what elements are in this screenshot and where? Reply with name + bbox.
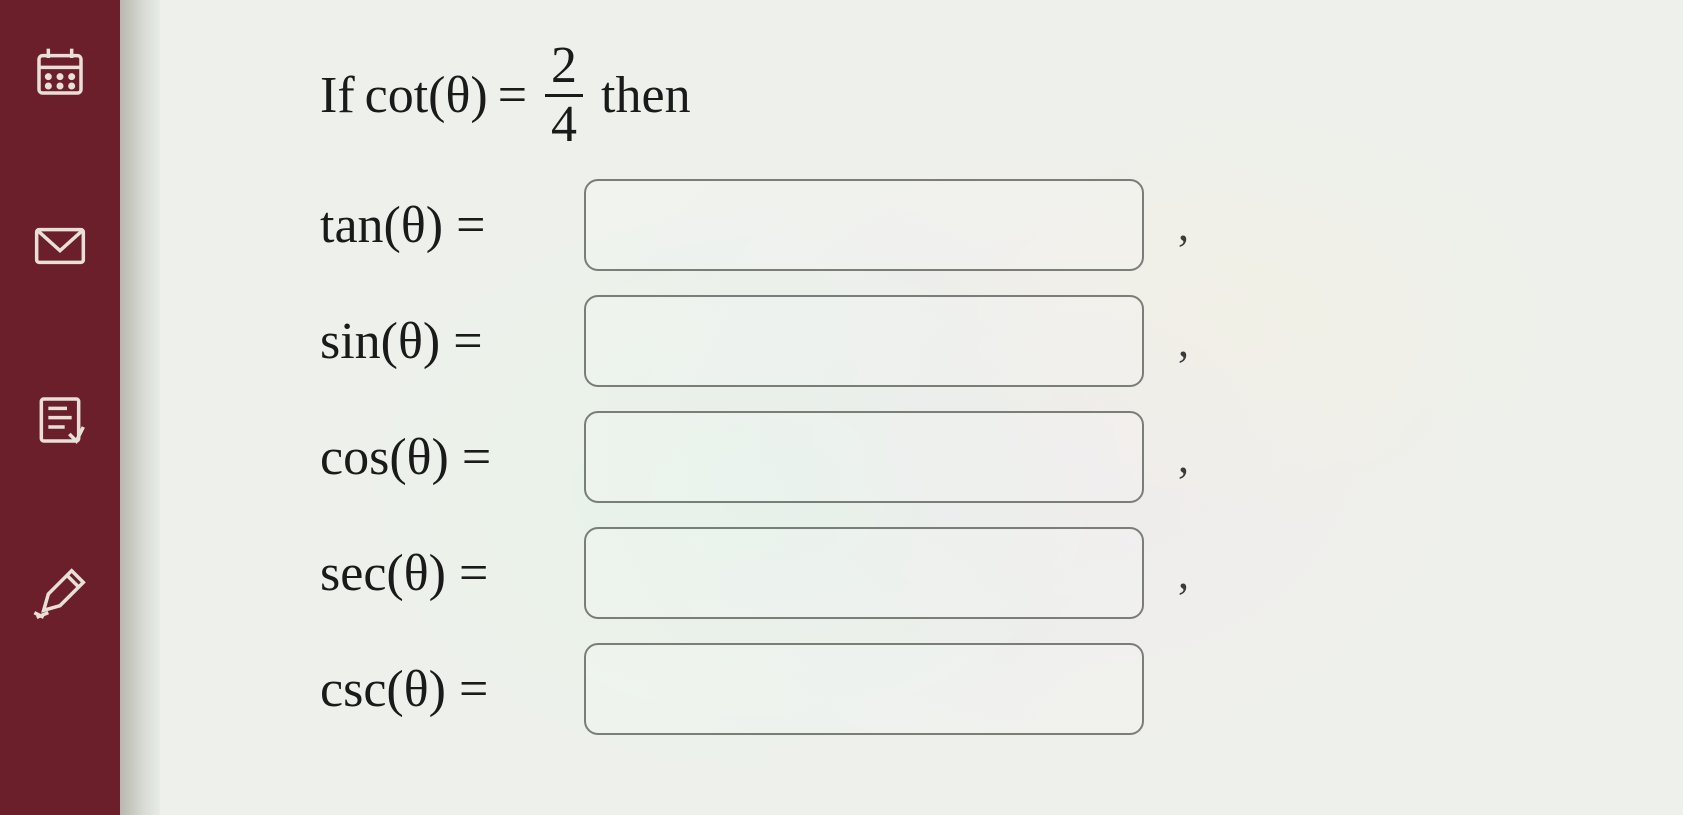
equals-sign: = [498,66,527,125]
calendar-icon[interactable] [28,40,92,104]
trailing-sin: , [1178,316,1208,367]
sidebar [0,0,120,815]
given-fraction: 2 4 [545,40,583,151]
prompt-suffix: then [601,66,691,125]
fraction-numerator: 2 [545,40,583,94]
trailing-tan: , [1178,200,1208,251]
pencil-icon[interactable] [28,562,92,626]
row-cos: cos(θ) = , [320,411,1623,503]
input-csc[interactable] [584,643,1144,735]
row-tan: tan(θ) = , [320,179,1623,271]
row-csc: csc(θ) = [320,643,1623,735]
given-function: cot(θ) [365,66,488,125]
row-sec: sec(θ) = , [320,527,1623,619]
input-tan[interactable] [584,179,1144,271]
input-sin[interactable] [584,295,1144,387]
label-sec: sec(θ) = [320,544,570,603]
fraction-denominator: 4 [545,94,583,151]
trailing-sec: , [1178,548,1208,599]
page-edge [120,0,160,815]
input-sec[interactable] [584,527,1144,619]
notes-icon[interactable] [28,388,92,452]
row-sin: sin(θ) = , [320,295,1623,387]
input-cos[interactable] [584,411,1144,503]
mail-icon[interactable] [28,214,92,278]
label-cos: cos(θ) = [320,428,570,487]
label-sin: sin(θ) = [320,312,570,371]
prompt-prefix: If [320,66,355,125]
label-tan: tan(θ) = [320,196,570,255]
prompt-line: If cot(θ) = 2 4 then [320,40,1623,151]
question-content: If cot(θ) = 2 4 then tan(θ) = , sin(θ) =… [160,0,1683,815]
label-csc: csc(θ) = [320,660,570,719]
trailing-cos: , [1178,432,1208,483]
